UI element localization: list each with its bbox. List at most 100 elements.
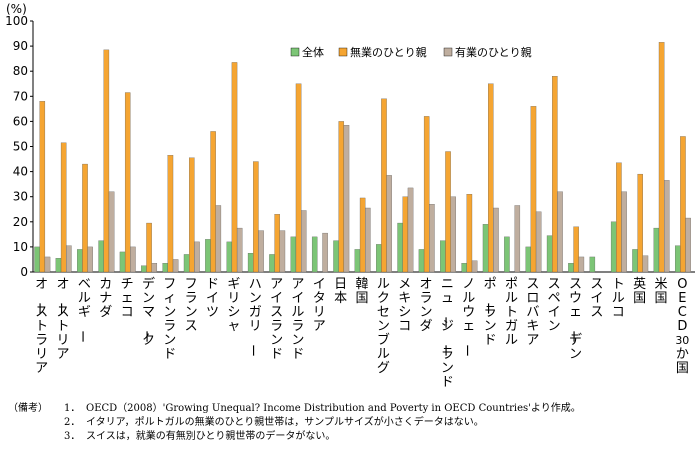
x-tick-label: トルコ — [612, 277, 625, 320]
bar-series-3 — [471, 260, 478, 273]
bar-series-2 — [530, 106, 537, 273]
note-text: イタリア，ポルトガルの無業のひとり親世帯は，サンプルサイズが小さくデータはない。 — [86, 417, 484, 428]
x-tick-label: ギリシャ — [227, 277, 240, 334]
x-tick-label: フランス — [185, 277, 198, 334]
bar-series-2 — [189, 157, 195, 273]
bar-series-2 — [466, 194, 473, 273]
x-tick-label: イタリア — [313, 277, 326, 334]
x-tick-label: ルクセンブルグ — [377, 277, 390, 376]
bar-series-1 — [162, 263, 168, 273]
y-tick-label: 0 — [20, 265, 28, 279]
bar-series-2 — [552, 76, 558, 273]
bar-series-2 — [423, 116, 430, 273]
x-tick-label: ベルギー — [74, 277, 91, 343]
bar-series-2 — [295, 83, 302, 273]
bar-series-3 — [258, 230, 264, 273]
bar-series-3 — [450, 196, 456, 273]
bar-series-2 — [124, 92, 131, 273]
bar-series-3 — [493, 207, 499, 273]
x-tick-label: カナダ — [99, 277, 112, 320]
x-tick-label: スロバキア — [526, 277, 539, 348]
bar-series-1 — [290, 236, 297, 273]
notes-lead: （備考） — [8, 403, 48, 414]
bar-series-3 — [514, 205, 521, 273]
bar-series-2 — [402, 196, 409, 273]
bar-series-2 — [39, 101, 46, 273]
bar-series-3 — [621, 191, 627, 273]
y-tick-label: 50 — [13, 140, 28, 154]
bar-series-3 — [108, 191, 115, 273]
y-tick-label: 40 — [13, 165, 28, 179]
bar-series-3 — [194, 241, 200, 273]
bar-series-1 — [311, 236, 318, 273]
note-row-2: 2． イタリア，ポルトガルの無業のひとり親世帯は，サンプルサイズが小さくデータは… — [8, 416, 694, 430]
bar-series-3 — [685, 217, 691, 273]
bar-series-3 — [365, 207, 371, 273]
bar-chart: (%) 0 10 20 30 40 50 60 70 80 90 100 オーストラリアオーストリア… — [5, 2, 695, 390]
legend-label-employed: 有業のひとり親 — [455, 45, 532, 59]
x-tick-label: ドイツ — [206, 277, 219, 320]
bar-series-2 — [103, 49, 110, 273]
bar-series-3 — [236, 227, 243, 273]
x-tick-label: デンマーク — [138, 276, 155, 348]
bar-series-3 — [130, 246, 136, 273]
bar-series-1 — [119, 251, 126, 273]
x-tick-label: メキシコ — [398, 277, 411, 334]
bar-series-3 — [535, 211, 542, 273]
bar-series-1 — [205, 239, 211, 273]
bar-series-1 — [632, 249, 638, 273]
bar-series-3 — [172, 259, 179, 273]
bar-series-1 — [34, 246, 40, 273]
bar-series-1 — [354, 249, 361, 273]
x-tick-label: ハンガリー — [245, 277, 262, 357]
note-row-3: 3． スイスは，就業の有無別ひとり親世帯のデータがない。 — [8, 430, 694, 444]
bar-series-3 — [279, 230, 286, 273]
bar-series-1 — [610, 221, 617, 273]
bar-series-1 — [98, 240, 104, 273]
note-number: 1． — [64, 403, 81, 414]
bar-series-2 — [274, 214, 280, 273]
bar-series-1 — [77, 249, 83, 273]
bar-series-1 — [55, 258, 62, 273]
x-tick-label: 韓国 — [355, 277, 368, 306]
bar-series-2 — [338, 121, 345, 273]
bar-series-3 — [151, 263, 158, 273]
bar-series-3 — [386, 175, 392, 273]
legend-swatch-total — [290, 47, 300, 57]
notes: （備考） 1． OECD（2008）'Growing Unequal? Inco… — [8, 402, 694, 444]
legend-swatch-employed — [443, 47, 453, 57]
bar-series-1 — [376, 244, 382, 273]
bar-series-3 — [301, 210, 307, 273]
bar-series-3 — [215, 205, 222, 273]
x-tick-label: スイス — [590, 277, 603, 320]
bars-group — [34, 42, 691, 273]
y-tick-label: 70 — [13, 89, 28, 103]
bar-series-1 — [226, 241, 233, 273]
note-text: スイスは，就業の有無別ひとり親世帯のデータがない。 — [86, 431, 336, 442]
bar-series-1 — [568, 263, 574, 273]
y-tick-label: 100 — [5, 14, 28, 28]
bar-series-3 — [429, 204, 435, 273]
legend: 全体 無業のひとり親 有業のひとり親 — [290, 45, 532, 59]
x-tick-label: ポルトガル — [505, 277, 518, 348]
bar-series-2 — [637, 173, 643, 273]
x-tick-label: アイスランド — [270, 277, 283, 362]
bar-series-1 — [589, 256, 596, 273]
x-tick-label: ポーランド — [480, 277, 497, 348]
bar-series-3 — [578, 256, 585, 273]
bar-series-1 — [674, 245, 681, 273]
x-tick-label: チェコ — [121, 277, 134, 320]
x-tick-label: ノルウェー — [458, 277, 475, 357]
bar-series-2 — [146, 222, 152, 273]
bar-series-1 — [247, 253, 254, 273]
x-tick-label: オランダ — [420, 277, 433, 334]
bar-series-1 — [482, 224, 489, 273]
bar-series-2 — [82, 163, 88, 273]
note-row-1: （備考） 1． OECD（2008）'Growing Unequal? Inco… — [8, 402, 694, 416]
bar-series-2 — [253, 161, 259, 273]
bar-series-1 — [546, 235, 553, 273]
legend-label-unemployed: 無業のひとり親 — [350, 45, 427, 59]
y-unit-label: (%) — [6, 2, 27, 16]
legend-label-total: 全体 — [302, 45, 324, 59]
bar-series-1 — [504, 236, 510, 273]
